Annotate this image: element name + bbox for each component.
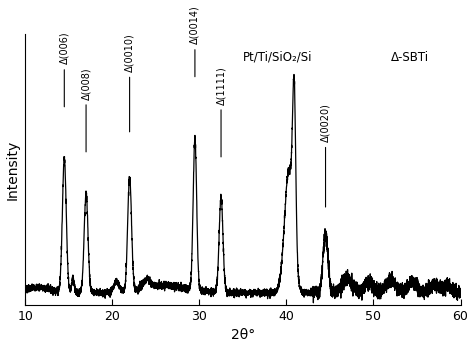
X-axis label: 2θ°: 2θ°	[231, 329, 255, 342]
Y-axis label: Intensity: Intensity	[6, 140, 19, 200]
Text: Δ-SBTi: Δ-SBTi	[391, 50, 429, 64]
Text: Δ(008): Δ(008)	[81, 67, 91, 100]
Text: Δ(006): Δ(006)	[59, 32, 69, 64]
Text: Δ(0014): Δ(0014)	[190, 6, 200, 45]
Text: Pt/Ti/SiO₂/Si: Pt/Ti/SiO₂/Si	[243, 50, 312, 64]
Text: Δ(0020): Δ(0020)	[320, 103, 330, 142]
Text: Δ(0010): Δ(0010)	[125, 33, 135, 72]
Text: Δ(1111): Δ(1111)	[216, 66, 226, 104]
